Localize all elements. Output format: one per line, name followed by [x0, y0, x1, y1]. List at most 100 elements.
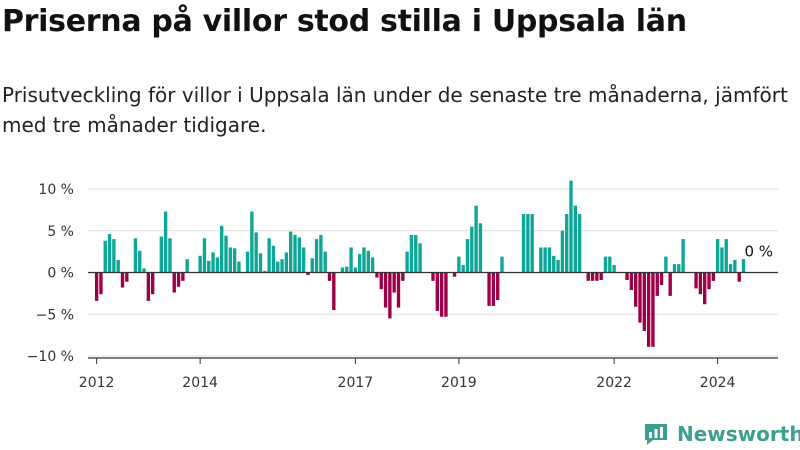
bar — [595, 272, 599, 281]
bar — [573, 205, 577, 273]
bar — [539, 247, 543, 273]
bar — [543, 247, 547, 273]
bar — [642, 272, 646, 331]
bar — [474, 205, 478, 273]
y-tick-label: 10 % — [38, 182, 74, 198]
y-tick-label: −10 % — [27, 349, 74, 365]
bar — [267, 238, 271, 273]
x-tick-label: 2012 — [79, 375, 115, 391]
bar — [634, 272, 638, 307]
bar — [237, 261, 241, 273]
x-tick-label: 2017 — [338, 375, 374, 391]
bar — [258, 253, 263, 273]
bar — [383, 272, 388, 308]
axes: −10 % −5 % 0 % 5 % 10 % 2012 2014 2017 2019 2022 2… — [27, 182, 778, 391]
bar — [465, 239, 470, 273]
bar — [220, 225, 224, 273]
bar — [560, 230, 565, 273]
bar — [250, 211, 254, 273]
chart-subtitle: Prisutveckling för villor i Uppsala län … — [2, 83, 788, 137]
bar — [655, 272, 659, 296]
bar — [703, 272, 707, 305]
bar — [172, 272, 176, 293]
x-tick-label: 2024 — [700, 375, 736, 391]
bar — [358, 254, 362, 273]
bar — [332, 272, 336, 311]
bar — [263, 270, 267, 273]
bar — [159, 236, 163, 273]
bar — [345, 266, 349, 273]
bar — [565, 214, 569, 273]
bar — [638, 272, 642, 323]
bar — [629, 272, 634, 291]
bar — [677, 264, 681, 273]
bar — [103, 240, 107, 273]
bar — [439, 272, 444, 317]
bar — [185, 259, 189, 273]
bar — [599, 272, 603, 281]
bar — [133, 238, 138, 273]
bar — [612, 264, 616, 273]
bar — [733, 259, 737, 273]
bar — [353, 267, 358, 273]
bar — [310, 258, 314, 273]
bar — [181, 272, 185, 281]
bar — [146, 272, 151, 301]
bar — [224, 235, 228, 273]
bar — [323, 251, 327, 273]
bar — [198, 255, 202, 273]
bar — [207, 260, 211, 273]
y-tick-label: 0 % — [47, 266, 74, 282]
bar — [521, 214, 526, 273]
bar — [319, 234, 323, 273]
y-tick-label: −5 % — [36, 307, 74, 323]
bar — [254, 232, 258, 273]
newsworthy-logo-icon — [645, 424, 667, 445]
bar — [289, 231, 293, 273]
bar — [547, 247, 552, 273]
x-tick-label: 2022 — [596, 375, 632, 391]
bar — [297, 237, 301, 273]
bar — [664, 256, 668, 273]
y-tick-label: 5 % — [47, 224, 74, 240]
bar — [301, 247, 306, 273]
bar — [556, 259, 560, 273]
x-tick-label: 2019 — [441, 375, 477, 391]
bar — [707, 272, 711, 290]
bar — [276, 261, 280, 273]
bar — [306, 272, 310, 276]
bar — [168, 238, 172, 273]
bar — [375, 272, 379, 278]
bar — [487, 272, 491, 306]
bar — [107, 234, 112, 273]
bar — [625, 272, 629, 281]
bar — [314, 239, 319, 273]
bar — [245, 251, 250, 273]
bar — [470, 226, 474, 273]
bar — [418, 243, 422, 273]
bar — [435, 272, 439, 311]
bar — [681, 239, 685, 273]
bar — [461, 264, 465, 273]
end-value-label: 0 % — [744, 243, 773, 261]
bar — [590, 272, 595, 281]
bar — [478, 223, 483, 273]
bar — [228, 247, 232, 273]
bar — [720, 247, 724, 273]
bar — [651, 272, 655, 347]
bar — [142, 268, 146, 273]
bar — [151, 272, 155, 295]
bar — [603, 256, 608, 273]
bar — [405, 251, 409, 273]
bar — [99, 272, 103, 295]
bar — [392, 272, 396, 293]
bar — [728, 264, 733, 273]
bar — [409, 234, 414, 273]
brand-name: Newsworthy — [677, 422, 800, 446]
bar — [552, 255, 556, 273]
bar — [401, 272, 405, 281]
bar — [457, 256, 461, 273]
bar — [116, 259, 120, 273]
x-tick-label: 2014 — [182, 375, 218, 391]
bar — [211, 252, 215, 273]
